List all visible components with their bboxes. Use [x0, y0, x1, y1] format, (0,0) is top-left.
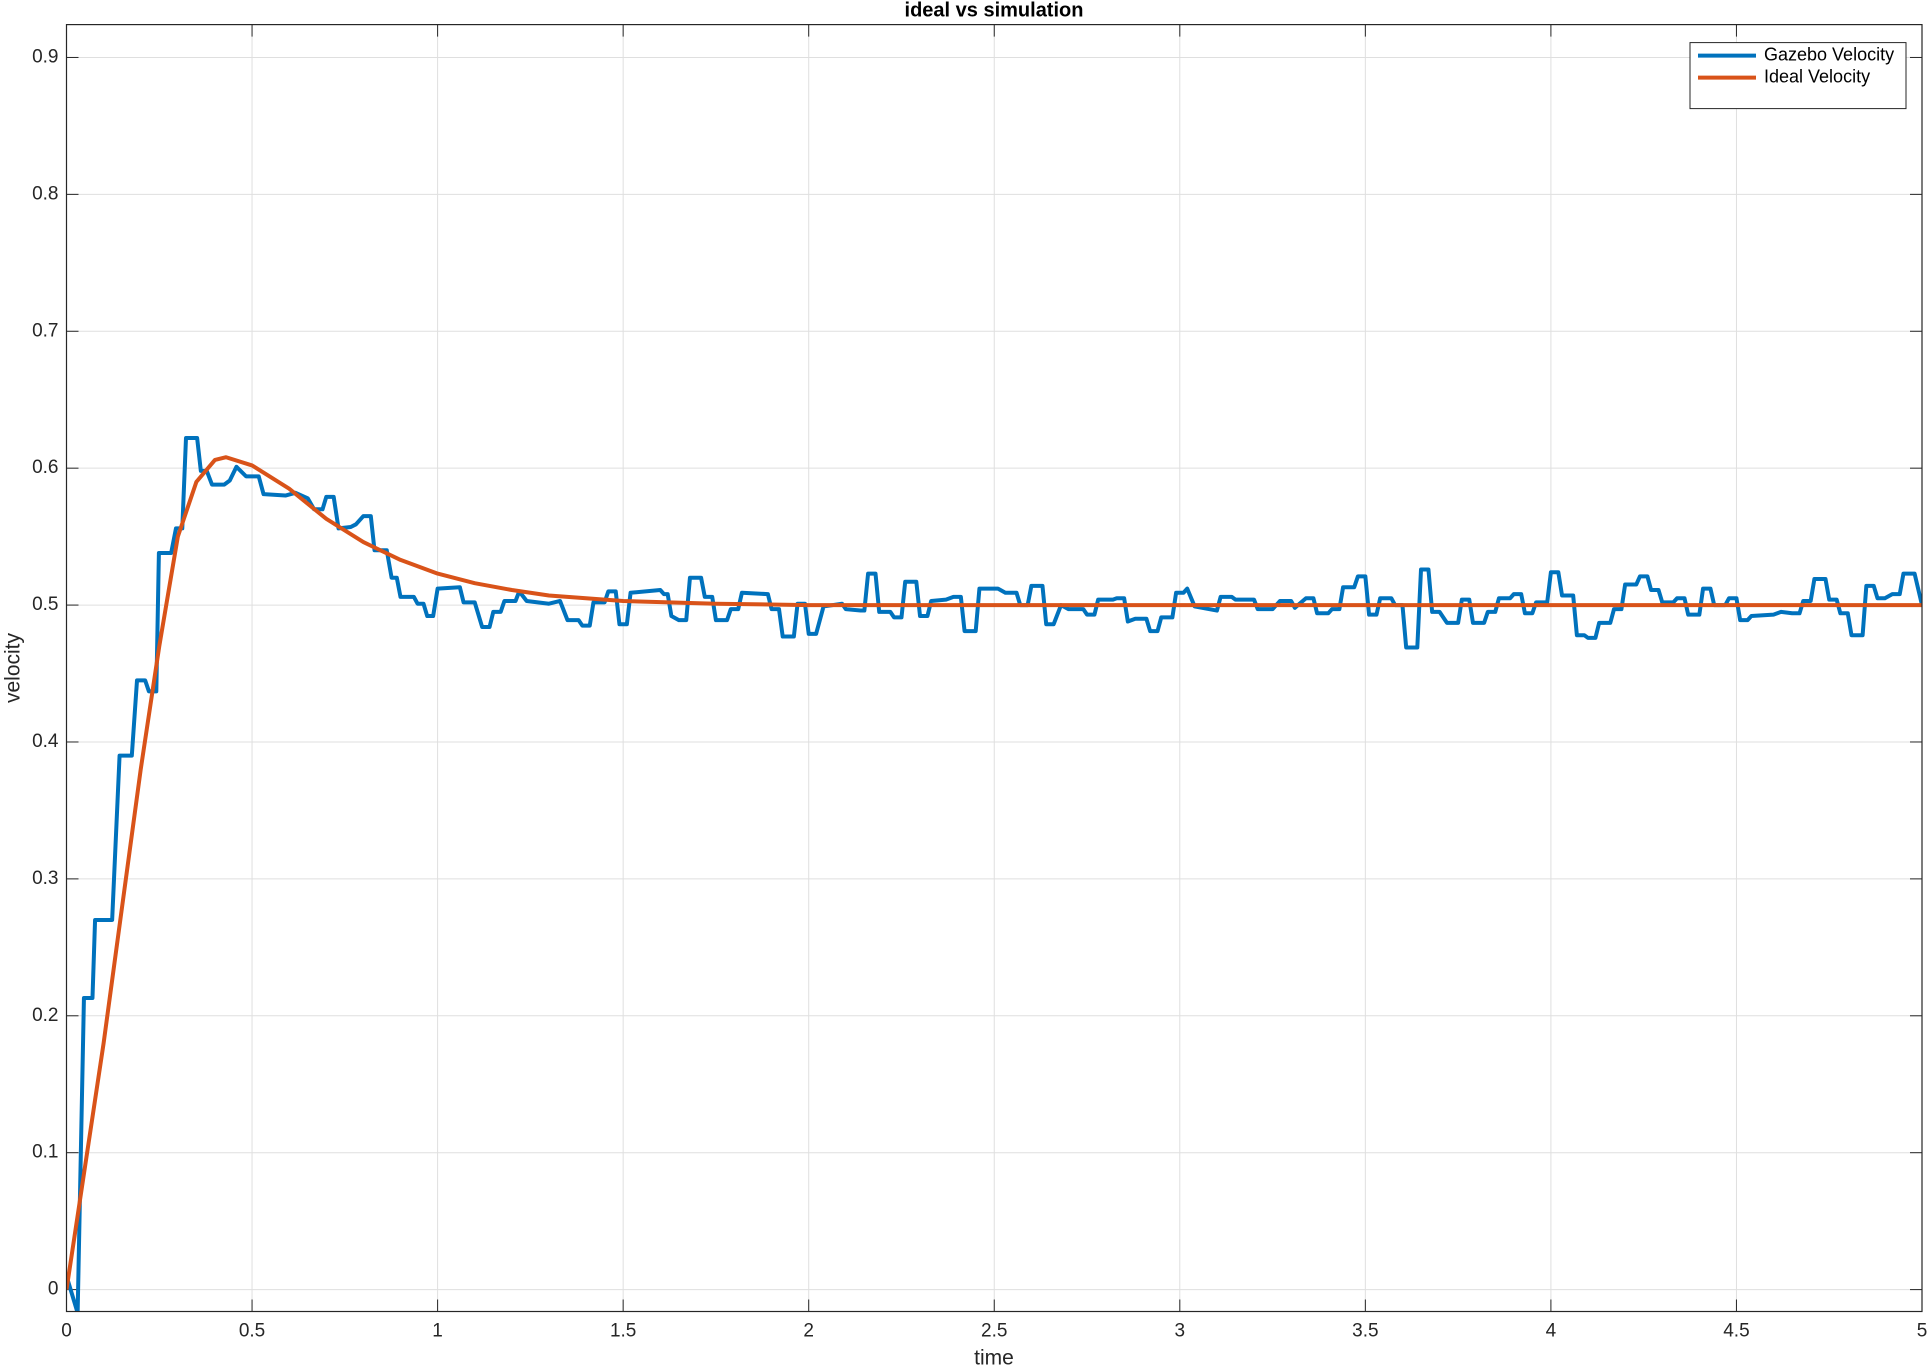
x-axis-label: time — [974, 1347, 1014, 1370]
x-tick-label: 5 — [1917, 1321, 1928, 1342]
y-tick-label: 0.2 — [32, 1005, 58, 1026]
x-tick-label: 3 — [1175, 1321, 1186, 1342]
legend-label: Gazebo Velocity — [1764, 44, 1894, 64]
x-tick-label: 4.5 — [1723, 1321, 1749, 1342]
y-tick-label: 0.1 — [32, 1142, 58, 1163]
y-tick-label: 0.6 — [32, 457, 58, 478]
y-tick-label: 0.9 — [32, 46, 58, 67]
x-tick-label: 1.5 — [610, 1321, 636, 1342]
y-tick-label: 0.3 — [32, 868, 58, 889]
axes-box — [65, 24, 1923, 1313]
x-tick-label: 2 — [803, 1321, 814, 1342]
x-tick-label: 1 — [432, 1321, 443, 1342]
y-tick-label: 0.7 — [32, 320, 58, 341]
x-tick-label: 0 — [61, 1321, 72, 1342]
x-tick-label: 0.5 — [239, 1321, 265, 1342]
y-tick-label: 0.5 — [32, 594, 58, 615]
y-axis-label: velocity — [2, 632, 25, 703]
chart-title: ideal vs simulation — [905, 0, 1084, 21]
x-tick-label: 3.5 — [1352, 1321, 1378, 1342]
y-tick-label: 0.4 — [32, 731, 59, 752]
y-tick-label: 0.8 — [32, 183, 58, 204]
x-tick-label: 4 — [1546, 1321, 1557, 1342]
x-tick-label: 2.5 — [981, 1321, 1007, 1342]
legend-label: Ideal Velocity — [1764, 66, 1870, 86]
series-line — [66, 455, 1922, 1290]
y-tick-label: 0 — [48, 1279, 59, 1300]
